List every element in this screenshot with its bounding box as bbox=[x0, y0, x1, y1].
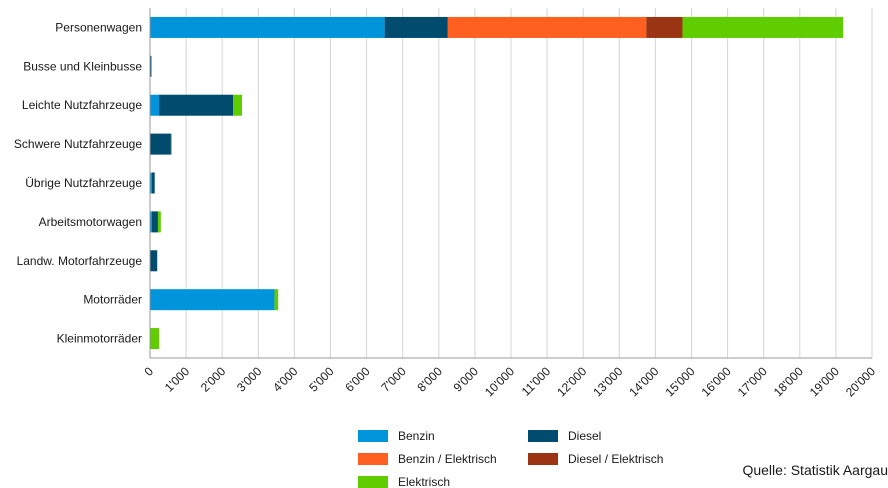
category-label: Übrige Nutzfahrzeuge bbox=[25, 176, 142, 190]
x-tick-label: 6'000 bbox=[342, 364, 373, 395]
x-tick-label: 17'000 bbox=[735, 364, 770, 399]
bar-segment bbox=[646, 16, 683, 38]
bar-segment bbox=[151, 172, 155, 194]
legend-swatch bbox=[358, 476, 388, 488]
category-label: Landw. Motorfahrzeuge bbox=[17, 254, 143, 268]
x-tick-label: 5'000 bbox=[306, 364, 337, 395]
x-tick-labels: 0 1'000 2'000 3'000 4'000 5'000 6'000 7'000 8'00… bbox=[141, 364, 878, 399]
x-tick-label: 16'000 bbox=[699, 364, 734, 399]
bar-segment bbox=[150, 55, 152, 77]
bar-segment bbox=[150, 16, 385, 38]
bar-segment bbox=[150, 250, 158, 272]
legend-label: Diesel / Elektrisch bbox=[568, 452, 663, 466]
category-labels: Personenwagen Busse und Kleinbusse Leichte… bbox=[14, 20, 142, 345]
legend-swatch bbox=[358, 453, 388, 465]
grid-lines bbox=[185, 8, 873, 358]
x-tick-label: 4'000 bbox=[270, 364, 301, 395]
x-tick-label: 15'000 bbox=[662, 364, 697, 399]
x-tick-label: 13'000 bbox=[590, 364, 625, 399]
axes bbox=[149, 8, 872, 359]
bar-segment bbox=[170, 133, 172, 155]
bar-segment bbox=[682, 16, 844, 38]
bar-segment bbox=[157, 211, 161, 233]
category-label: Schwere Nutzfahrzeuge bbox=[14, 137, 142, 151]
category-label: Arbeitsmotorwagen bbox=[39, 215, 142, 229]
x-tick-label: 14'000 bbox=[626, 364, 661, 399]
bar-segment bbox=[150, 94, 160, 116]
x-tick-label: 3'000 bbox=[234, 364, 265, 395]
x-tick-label: 10'000 bbox=[482, 364, 517, 399]
legend-swatch bbox=[528, 453, 558, 465]
bar-segment bbox=[150, 211, 152, 233]
legend-swatch bbox=[528, 430, 558, 442]
legend: Benzin Diesel Benzin / Elektrisch Diesel / … bbox=[358, 429, 663, 488]
source-note: Quelle: Statistik Aargau bbox=[742, 462, 888, 478]
legend-label: Benzin / Elektrisch bbox=[398, 452, 497, 466]
bar-segment bbox=[150, 133, 171, 155]
category-label: Motorräder bbox=[83, 293, 142, 307]
bar-segment bbox=[274, 289, 279, 311]
x-tick-label: 1'000 bbox=[162, 364, 193, 395]
x-tick-label: 0 bbox=[141, 364, 156, 379]
category-label: Leichte Nutzfahrzeuge bbox=[22, 98, 142, 112]
legend-label: Diesel bbox=[568, 429, 601, 443]
bar-segment bbox=[150, 328, 160, 350]
bar-segment bbox=[150, 172, 152, 194]
legend-swatch bbox=[358, 430, 388, 442]
bars bbox=[150, 16, 844, 350]
x-tick-label: 19'000 bbox=[807, 364, 842, 399]
x-tick-label: 20'000 bbox=[843, 364, 878, 399]
bar-segment bbox=[384, 16, 448, 38]
x-tick-label: 9'000 bbox=[451, 364, 482, 395]
x-tick-label: 8'000 bbox=[415, 364, 446, 395]
x-tick-label: 18'000 bbox=[771, 364, 806, 399]
x-tick-label: 7'000 bbox=[378, 364, 409, 395]
bar-segment bbox=[447, 16, 647, 38]
bar-segment bbox=[233, 94, 243, 116]
x-tick-label: 12'000 bbox=[554, 364, 589, 399]
legend-label: Benzin bbox=[398, 429, 435, 443]
x-tick-label: 11'000 bbox=[519, 364, 554, 399]
category-label: Personenwagen bbox=[55, 20, 142, 34]
x-tick-label: 2'000 bbox=[198, 364, 229, 395]
bar-segment bbox=[151, 211, 158, 233]
bar-segment bbox=[150, 289, 275, 311]
bar-segment bbox=[159, 94, 234, 116]
category-label: Kleinmotorräder bbox=[57, 332, 142, 346]
legend-label: Elektrisch bbox=[398, 475, 450, 488]
category-label: Busse und Kleinbusse bbox=[23, 59, 142, 73]
